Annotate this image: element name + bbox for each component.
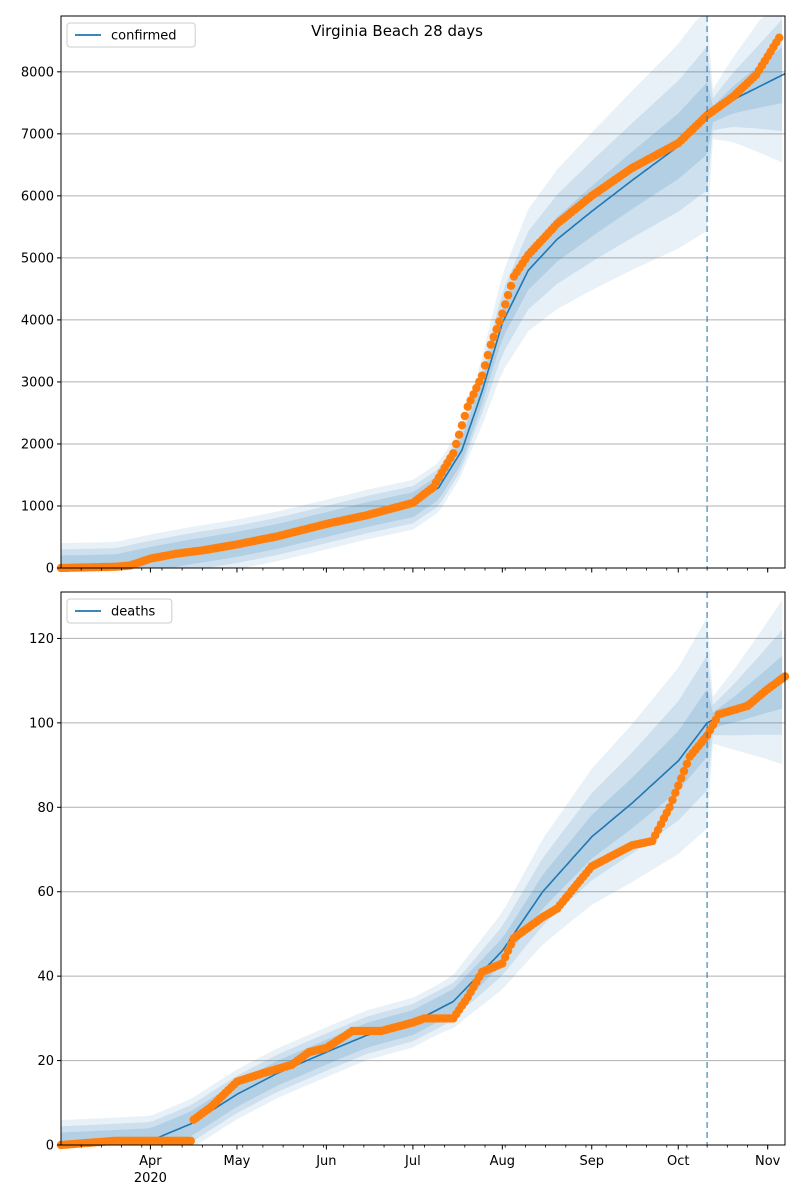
observed-point	[665, 803, 674, 812]
observed-point	[679, 766, 689, 776]
observed-point	[460, 411, 469, 421]
observed-point	[677, 774, 686, 783]
observed-point	[186, 1136, 195, 1146]
observed-point	[501, 952, 510, 962]
observed-point	[498, 309, 507, 318]
uncertainty-band	[61, 656, 783, 1145]
axes-frame	[60, 591, 786, 1146]
y-tick-label: 80	[37, 801, 54, 816]
y-tick-label: 7000	[21, 127, 54, 142]
observed-point	[671, 788, 680, 797]
x-tick-label: Jul	[404, 1154, 421, 1169]
y-tick-label: 0	[46, 1139, 54, 1154]
y-tick-label: 120	[29, 632, 54, 647]
deaths-panel: 0 20 40 60 80 100 120 Apr 2020 May Jun Jul Aug Sep Oct…	[29, 591, 790, 1186]
observed-point	[486, 340, 495, 349]
x-tick-label: Aug	[490, 1154, 515, 1169]
observed-point	[495, 317, 504, 326]
y-tick-label: 2000	[21, 437, 54, 452]
y-tick-label: 20	[37, 1054, 54, 1069]
legend-label: deaths	[111, 605, 156, 620]
y-tick-label: 6000	[21, 189, 54, 204]
x-tick-label: Jun	[315, 1154, 336, 1169]
x-tick-label: Nov	[755, 1154, 781, 1169]
observed-point	[501, 300, 510, 309]
observed-point	[498, 959, 507, 968]
observed-point	[452, 439, 461, 449]
observed-point	[449, 449, 458, 458]
y-tick-label: 0	[46, 562, 54, 577]
y-tick-label: 3000	[21, 375, 54, 390]
legend-box	[66, 22, 196, 48]
y-tick-label: 1000	[21, 499, 54, 514]
axes-frame	[60, 15, 786, 569]
observed-point	[489, 332, 498, 342]
observed-point	[454, 430, 464, 439]
observed-point	[674, 781, 683, 790]
observed-point	[506, 281, 516, 290]
observed-point	[480, 361, 490, 370]
legend-label: confirmed	[111, 29, 177, 44]
y-tick-label: 4000	[21, 313, 54, 328]
observed-point	[457, 421, 467, 430]
observed-point	[668, 795, 677, 805]
x-tick-label: May	[224, 1154, 251, 1169]
x-tick-label: Apr	[139, 1154, 162, 1169]
x-tick-label: Oct	[667, 1154, 689, 1169]
legend-box	[66, 598, 173, 624]
uncertainty-band	[61, 629, 783, 1145]
legend: confirmed	[66, 22, 196, 48]
x-year-label: 2020	[134, 1171, 167, 1186]
legend: deaths	[66, 598, 173, 624]
confirmed-panel: 0 1000 2000 3000 4000 5000 6000 7000 8000 confirm…	[21, 15, 786, 577]
x-tick-label: Sep	[579, 1154, 604, 1169]
observed-point	[492, 325, 501, 334]
y-tick-label: 40	[37, 970, 54, 985]
uncertainty-band	[61, 19, 783, 568]
observed-point	[506, 940, 516, 949]
observed-point	[477, 371, 487, 380]
observed-point	[775, 33, 784, 42]
chart-title: Virginia Beach 28 days	[311, 22, 483, 40]
y-tick-label: 60	[37, 885, 54, 900]
y-tick-label: 100	[29, 716, 54, 731]
observed-point	[483, 350, 493, 360]
uncertainty-band	[61, 16, 783, 568]
y-tick-label: 8000	[21, 65, 54, 80]
uncertainty-band	[61, 47, 783, 569]
uncertainty-band	[61, 600, 783, 1145]
y-tick-label: 5000	[21, 251, 54, 266]
observed-point	[682, 759, 692, 769]
observed-point	[503, 290, 513, 300]
observed-point	[503, 946, 513, 955]
